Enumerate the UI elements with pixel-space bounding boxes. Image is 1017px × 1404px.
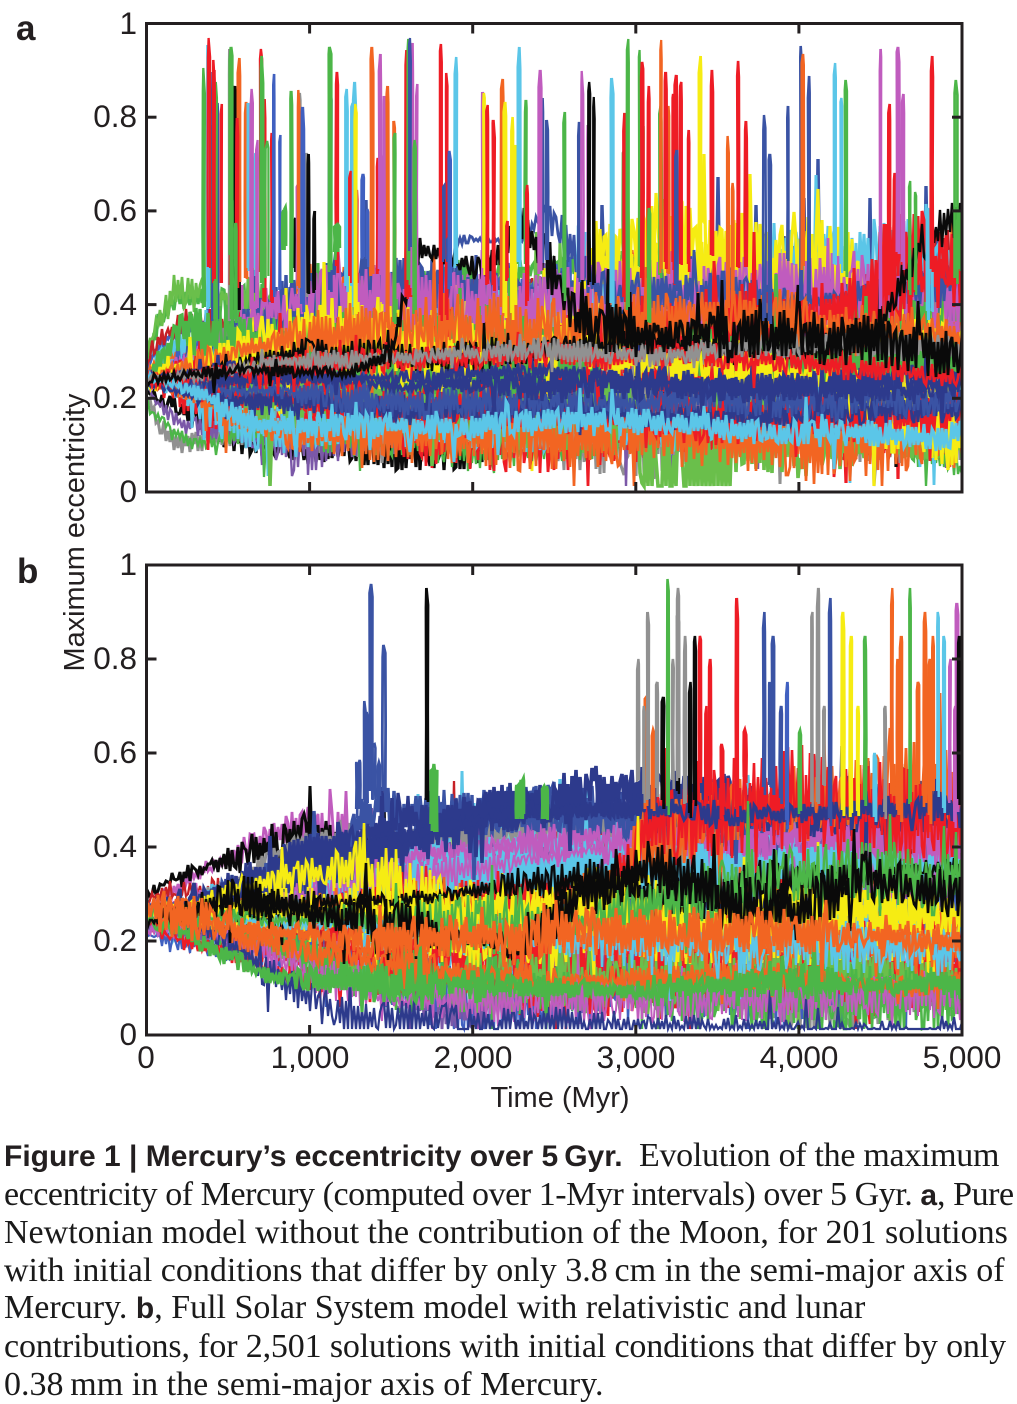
svg-text:1,000: 1,000: [271, 1039, 350, 1075]
svg-text:0.6: 0.6: [93, 192, 137, 228]
svg-text:0: 0: [137, 1039, 155, 1075]
svg-text:0.8: 0.8: [93, 640, 137, 676]
svg-text:1: 1: [119, 546, 137, 582]
svg-text:5,000: 5,000: [923, 1039, 1002, 1075]
svg-text:0: 0: [119, 473, 137, 509]
svg-text:0.4: 0.4: [93, 828, 137, 864]
svg-text:0.4: 0.4: [93, 286, 137, 322]
svg-text:1: 1: [119, 5, 137, 41]
svg-text:4,000: 4,000: [760, 1039, 839, 1075]
svg-text:0.2: 0.2: [93, 922, 137, 958]
svg-text:0.6: 0.6: [93, 734, 137, 770]
svg-text:Time (Myr): Time (Myr): [490, 1082, 629, 1114]
svg-text:b: b: [17, 552, 38, 591]
svg-text:0: 0: [119, 1016, 137, 1052]
svg-text:0.8: 0.8: [93, 98, 137, 134]
svg-text:2,000: 2,000: [434, 1039, 513, 1075]
svg-text:0.2: 0.2: [93, 379, 137, 415]
svg-text:Maximum eccentricity: Maximum eccentricity: [59, 393, 91, 671]
svg-text:a: a: [16, 9, 36, 48]
svg-text:3,000: 3,000: [597, 1039, 676, 1075]
